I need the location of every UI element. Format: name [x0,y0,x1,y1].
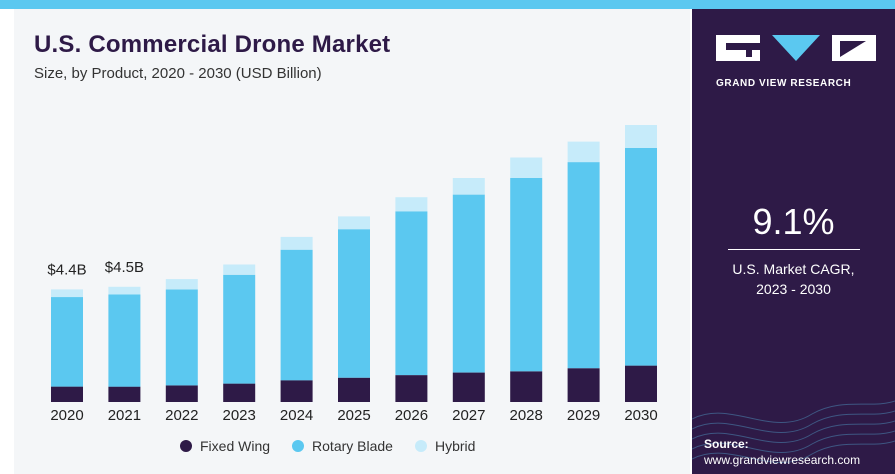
bar-rotary-blade-2025 [338,229,370,378]
bar-fixed-wing-2027 [452,372,485,402]
x-tick-label-2023: 2023 [223,407,256,424]
x-tick-label-2028: 2028 [510,407,543,424]
source-url: www.grandviewresearch.com [704,453,861,467]
stacked-bar-chart: 2020 2021 2022 2023 2024 2025 2026 2027 2028 2029… [47,125,658,424]
bar-hybrid-2024 [280,236,313,250]
bar-fixed-wing-2023 [223,383,256,402]
bar-rotary-blade-2029 [567,162,600,369]
bar-hybrid-2025 [338,216,370,230]
bar-hybrid-2029 [567,141,600,163]
bar-fixed-wing-2028 [510,371,543,402]
bar-hybrid-2021 [108,286,141,295]
bar-rotary-blade-2021 [108,294,141,387]
data-label-2021: $4.5B [105,259,144,276]
decorative-wave-graphic [692,400,895,463]
x-tick-label-2024: 2024 [280,407,313,424]
legend-label-rotary-blade: Rotary Blade [312,438,393,454]
x-tick-label-2025: 2025 [337,407,370,424]
bar-rotary-blade-2028 [510,178,543,372]
legend-swatch-rotary-blade [292,440,305,452]
x-tick-label-2030: 2030 [624,407,657,424]
bar-hybrid-2020 [51,289,83,298]
bar-fixed-wing-2025 [338,377,370,402]
bar-fixed-wing-2026 [395,375,428,402]
bar-hybrid-2026 [395,197,428,212]
cagr-divider [728,249,860,250]
brand-side-panel: GRAND VIEW RESEARCH 9.1% U.S. Market CAG… [692,9,895,474]
cagr-label-line2: 2023 - 2030 [756,281,831,297]
grand-view-research-logo [716,35,876,61]
legend-swatch-hybrid [414,440,427,452]
cagr-value: 9.1% [752,201,835,242]
chart-legend: Fixed Wing Rotary Blade Hybrid [180,438,475,454]
bar-rotary-blade-2030 [625,148,657,366]
x-tick-label-2021: 2021 [108,407,141,424]
data-label-2020: $4.4B [47,261,86,278]
bar-rotary-blade-2020 [51,297,83,387]
cagr-label-line1: U.S. Market CAGR, [732,261,855,277]
legend-label-hybrid: Hybrid [434,438,476,454]
bar-rotary-blade-2022 [165,289,198,386]
bar-hybrid-2030 [625,125,657,148]
bar-fixed-wing-2029 [567,368,600,402]
bar-hybrid-2022 [165,279,198,290]
top-accent-stripe [0,0,895,9]
chart-subtitle: Size, by Product, 2020 - 2030 (USD Billi… [34,65,322,82]
bar-fixed-wing-2022 [165,385,198,402]
brand-name: GRAND VIEW RESEARCH [716,78,852,89]
bar-hybrid-2023 [223,264,256,275]
bar-rotary-blade-2024 [280,249,313,381]
bar-fixed-wing-2024 [280,380,313,402]
bar-fixed-wing-2030 [625,365,657,402]
chart-title: U.S. Commercial Drone Market [34,31,391,58]
legend-item-fixed-wing: Fixed Wing [180,438,270,454]
x-tick-label-2027: 2027 [452,407,485,424]
x-tick-label-2029: 2029 [567,407,600,424]
bar-rotary-blade-2023 [223,274,256,384]
x-tick-label-2022: 2022 [165,407,198,424]
legend-item-hybrid: Hybrid [414,438,476,454]
x-tick-label-2020: 2020 [50,407,83,424]
bar-rotary-blade-2026 [395,211,428,376]
bar-hybrid-2028 [510,157,543,178]
bar-fixed-wing-2020 [51,386,83,402]
bar-rotary-blade-2027 [452,194,485,373]
source-label: Source: [704,437,749,451]
x-tick-label-2026: 2026 [395,407,428,424]
bar-hybrid-2027 [452,178,485,195]
cagr-label: U.S. Market CAGR, 2023 - 2030 [692,259,895,299]
legend-item-rotary-blade: Rotary Blade [292,438,393,454]
legend-swatch-fixed-wing [180,440,192,452]
legend-label-fixed-wing: Fixed Wing [200,438,271,454]
bar-fixed-wing-2021 [108,386,141,402]
